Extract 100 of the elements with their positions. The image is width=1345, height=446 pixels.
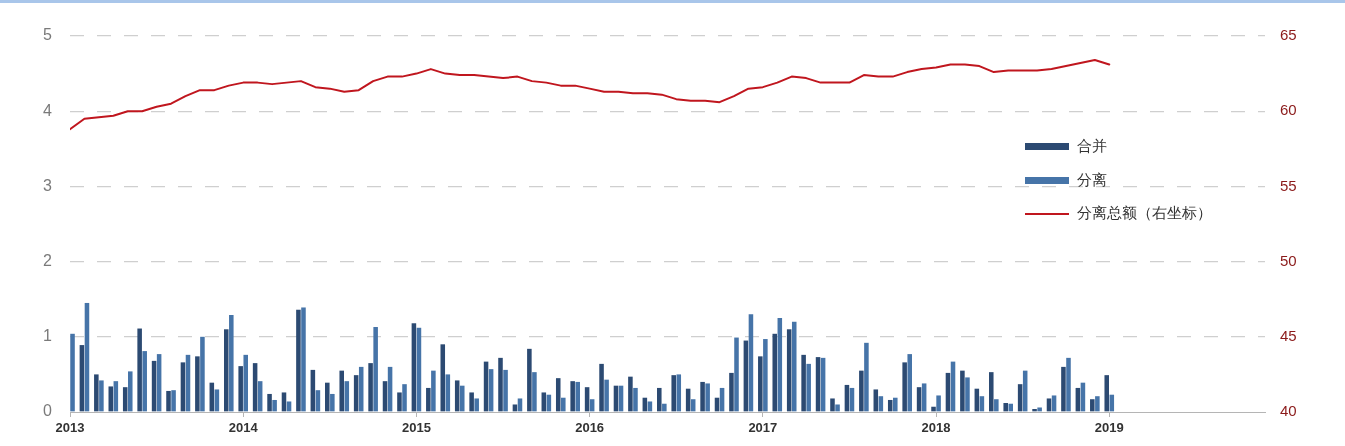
bar [994,399,999,412]
bar [965,377,970,412]
legend-label: 分离总额（右坐标） [1077,204,1212,224]
y2-tick-label: 40 [1280,402,1297,420]
x-tick-label: 2013 [55,420,85,436]
bar [474,398,479,412]
bar [1090,399,1095,412]
bar [887,399,893,412]
bar [397,392,402,412]
bar [907,354,912,412]
bar [864,342,869,412]
bar [166,390,171,412]
bar [960,370,965,412]
bar [243,354,249,412]
bar [440,344,446,412]
bar [426,387,431,412]
bar [127,371,133,412]
bar [628,376,633,412]
bar [662,403,667,412]
bar [604,379,609,412]
bar [296,309,301,412]
bar [763,339,768,412]
bar [195,356,200,412]
bar [893,397,898,412]
bar [498,357,503,412]
bar [902,362,907,412]
x-tick-label: 2014 [228,420,259,436]
bar [503,369,508,412]
bar [758,356,763,412]
bar [700,381,705,412]
bar [936,395,941,412]
bar [633,387,638,412]
legend-label: 分离 [1077,170,1107,190]
bar [238,366,243,412]
bar [734,337,739,412]
x-tick-label: 2017 [748,420,778,436]
bar [1095,396,1100,412]
y-tick-label: 4 [43,101,53,119]
bar [830,398,835,412]
bar [835,404,840,412]
bar [791,321,797,412]
bar [1008,403,1014,412]
bar [1104,375,1110,412]
bar [1061,366,1066,412]
bar [705,383,710,412]
y-tick-label: 1 [43,327,53,345]
bar [575,381,580,412]
bar [368,363,373,412]
y2-tick-label: 45 [1280,326,1297,344]
y-tick-label: 5 [43,26,53,44]
bar [555,378,561,412]
bar [402,384,407,412]
y2-tick-label: 50 [1280,251,1297,269]
bar [1003,402,1008,412]
bar [657,387,662,412]
bar [330,393,335,412]
bar [527,348,532,412]
bar [301,307,306,412]
bar [931,406,936,412]
bar [70,333,75,412]
bar [676,374,682,412]
legend-label: 合并 [1077,137,1107,157]
bar [339,370,344,412]
bar [137,328,142,412]
bar [94,374,99,412]
bar [200,336,205,412]
bar [171,390,176,412]
bar [229,314,234,412]
y2-tick-label: 55 [1280,176,1297,194]
y2-tick-label: 60 [1280,101,1297,119]
bar [272,399,277,412]
bar [988,372,994,412]
bar [532,372,537,412]
bar [772,333,778,412]
bar [431,370,436,412]
bar [859,370,864,412]
bar [570,381,575,412]
bar [223,329,229,412]
y-tick-label: 3 [43,176,53,194]
bar [373,327,378,412]
y-tick-label: 0 [43,402,53,420]
bar [801,354,806,412]
bar [1066,357,1071,412]
bar [729,372,734,412]
x-tick-label: 2018 [921,420,951,436]
y2-tick-label: 65 [1280,26,1297,44]
bar [99,380,104,412]
y-tick-label: 2 [43,252,53,270]
bar [512,404,518,412]
bar [1037,407,1042,412]
bar [469,392,474,412]
bar [459,385,465,412]
x-tick-label: 2015 [401,420,431,436]
bar [267,393,272,412]
bar [1032,408,1037,412]
bar [806,363,811,412]
bar [599,363,604,412]
bar [325,382,330,412]
x-tick-label: 2016 [575,420,605,436]
bar [561,397,566,412]
